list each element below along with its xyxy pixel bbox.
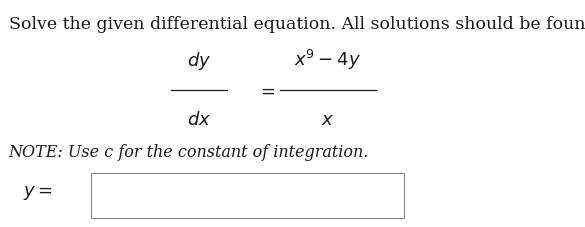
Text: Solve the given differential equation. All solutions should be found.: Solve the given differential equation. A…: [9, 16, 585, 33]
Text: $x$: $x$: [321, 110, 334, 128]
Text: $=$: $=$: [257, 82, 276, 100]
FancyBboxPatch shape: [91, 174, 404, 218]
Text: $dy$: $dy$: [187, 50, 211, 72]
Text: NOTE: Use c for the constant of integration.: NOTE: Use c for the constant of integrat…: [9, 143, 369, 160]
Text: $x^9-4y$: $x^9-4y$: [294, 47, 361, 72]
Text: $dx$: $dx$: [187, 110, 211, 128]
Text: $y =$: $y =$: [23, 183, 53, 201]
